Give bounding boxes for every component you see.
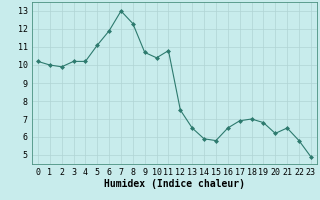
X-axis label: Humidex (Indice chaleur): Humidex (Indice chaleur) bbox=[104, 179, 245, 189]
